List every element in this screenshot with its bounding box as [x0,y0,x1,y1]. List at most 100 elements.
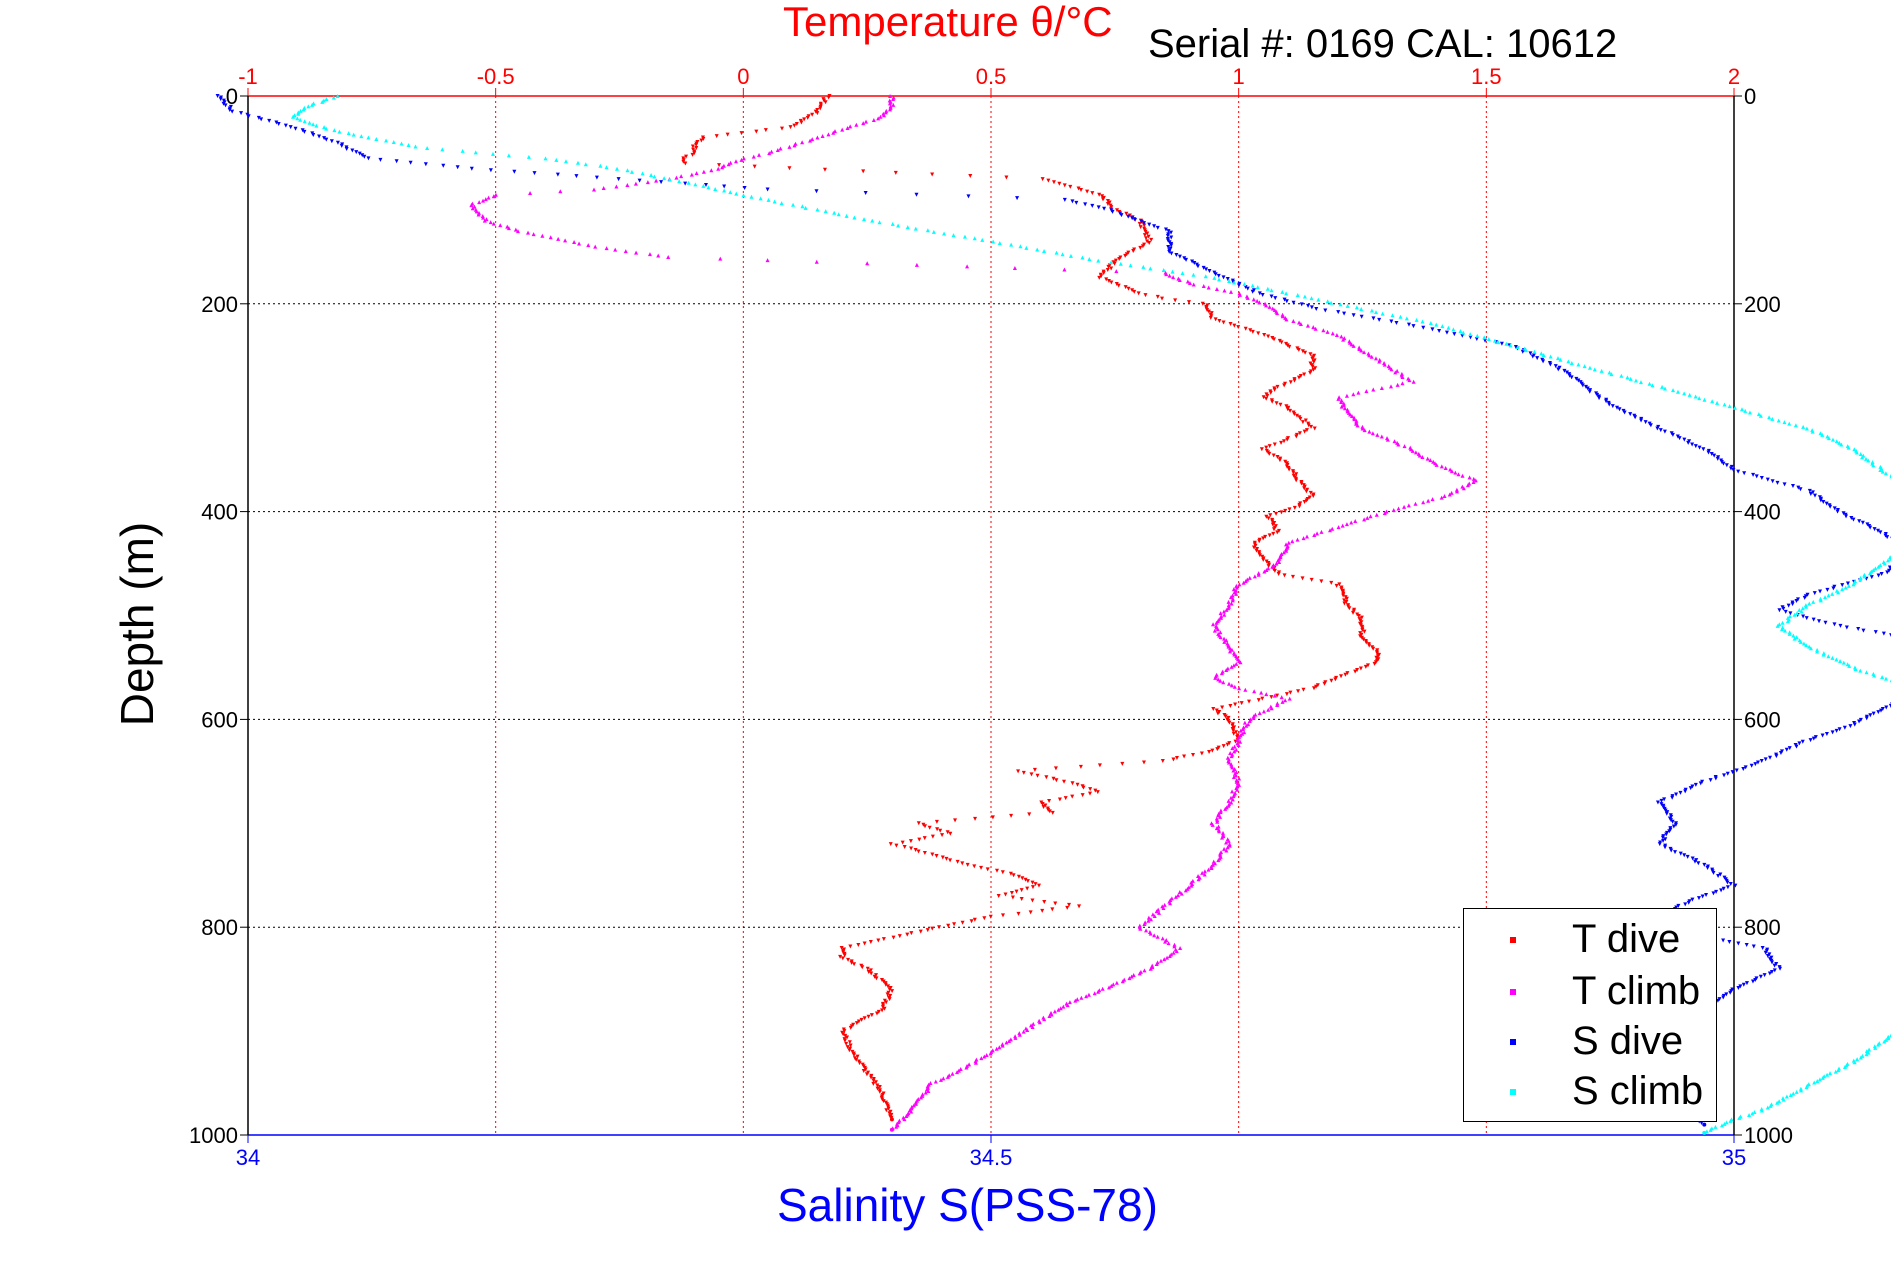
data-point [864,119,869,124]
data-point [1285,437,1290,442]
data-point [259,117,264,122]
data-point [1076,186,1081,191]
data-point [1256,572,1261,577]
data-point [1794,635,1799,640]
data-point [1003,892,1008,897]
data-point [1852,447,1857,452]
data-point [302,119,307,124]
data-point [1619,373,1624,378]
data-point [1685,854,1690,859]
data-point [847,1040,852,1045]
data-point [1770,479,1775,484]
data-point [861,121,866,126]
data-point [1321,328,1326,333]
data-point [848,1025,853,1030]
data-point [1027,812,1032,817]
data-point [469,166,474,171]
data-point [1302,372,1307,377]
data-point [888,94,893,98]
data-point [965,862,970,867]
data-point [1391,508,1396,513]
data-point [950,1071,955,1076]
data-point [1074,200,1079,205]
data-point [656,253,661,258]
data-point [574,174,579,179]
data-point [1171,275,1176,280]
data-point [1855,1057,1860,1062]
data-point [1275,703,1280,708]
data-point [1199,751,1204,756]
data-point [1395,368,1400,373]
data-point [842,953,847,958]
data-point [215,94,220,98]
data-point [406,142,411,147]
data-point [239,111,244,116]
y-tick-label-right: 200 [1744,292,1781,317]
data-point [891,935,896,940]
data-point [1880,675,1885,680]
data-point [1273,296,1278,301]
legend-item-s-climb: S climb [1464,1067,1718,1117]
data-point [1782,420,1787,425]
data-point [408,160,413,165]
data-point [1202,872,1207,877]
data-point [1167,953,1172,958]
data-point [1288,408,1293,413]
data-point [1858,575,1863,580]
data-point [958,1067,963,1072]
data-point [1303,418,1308,423]
data-point [1065,905,1070,910]
data-point [1868,571,1873,576]
data-point [1310,364,1315,369]
data-point [301,107,306,112]
data-point [893,170,898,175]
data-point [933,1079,938,1084]
data-point [1312,426,1317,431]
data-point [1297,431,1302,436]
data-point [1312,532,1317,537]
data-point [1777,608,1782,613]
data-point [1073,998,1078,1003]
data-point [1275,311,1280,316]
data-point [1858,577,1863,582]
data-point [310,102,315,107]
data-point [1218,678,1223,683]
data-point [1524,348,1529,353]
data-point [1797,607,1802,612]
data-point [1271,453,1276,458]
data-point [1792,636,1797,641]
data-point [1229,754,1234,759]
data-point [1875,528,1880,533]
data-point [1358,634,1363,639]
data-point [1824,501,1829,506]
data-point [1276,571,1281,576]
data-point [1647,381,1652,386]
data-point [1286,540,1291,545]
data-point [1460,473,1465,478]
data-point [1247,699,1252,704]
data-point [1622,410,1627,415]
data-point [633,181,638,186]
data-point [1314,306,1319,311]
data-point [722,188,727,193]
data-point [1047,1014,1052,1019]
data-point [532,171,537,176]
data-point [1252,574,1257,579]
series-t-dive [681,94,1382,1122]
data-point [1778,966,1783,971]
data-point [1130,216,1135,221]
data-point [1062,779,1067,784]
data-point [1812,591,1817,596]
data-point [1315,683,1320,688]
data-point [1040,802,1045,807]
data-point [1587,389,1592,394]
data-point [1655,800,1660,805]
data-point [1266,707,1271,712]
data-point [757,152,762,157]
data-point [1852,1060,1857,1065]
data-point [1114,282,1119,287]
data-point [1161,268,1166,273]
data-point [1736,941,1741,946]
data-point [1279,695,1284,700]
data-point [769,149,774,154]
